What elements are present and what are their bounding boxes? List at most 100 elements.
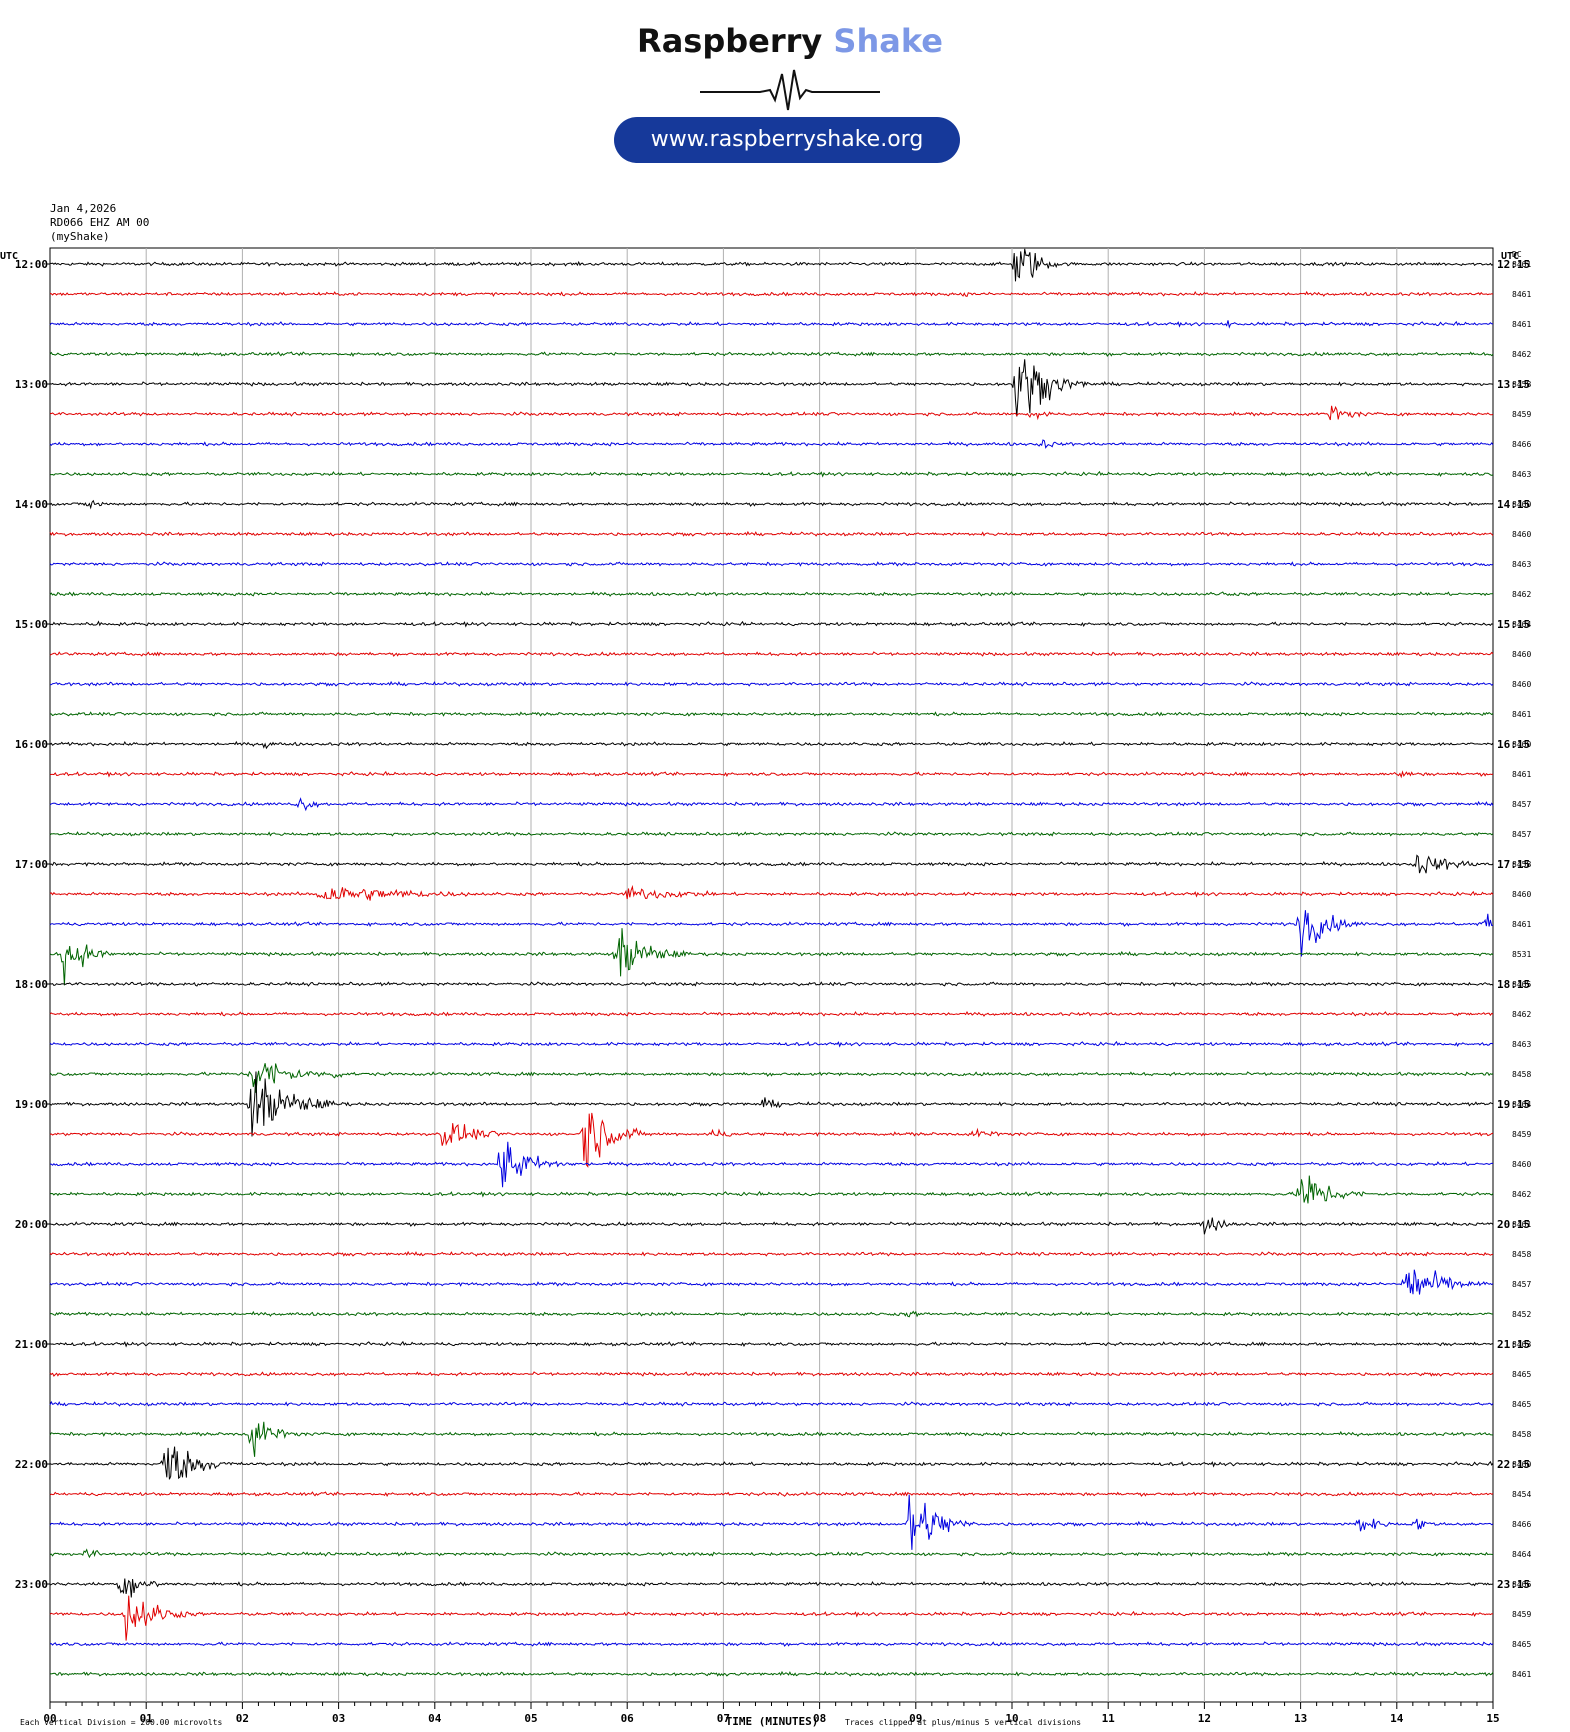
trace-row-27 — [49, 1063, 1494, 1093]
hour-label-left-16:00: 16:00 — [15, 738, 48, 751]
dc-value-row-34: 8457 — [1512, 1280, 1531, 1289]
x-tick-label-14: 14 — [1390, 1712, 1404, 1725]
utc-label-left: UTC — [0, 251, 18, 262]
hour-label-left-13:00: 13:00 — [15, 378, 48, 391]
trace-row-31 — [49, 1175, 1494, 1204]
x-tick-label-02: 02 — [236, 1712, 249, 1725]
dc-value-row-24: 8465 — [1512, 980, 1531, 989]
plot-frame — [49, 247, 1494, 1703]
header-source: (myShake) — [50, 230, 110, 243]
trace-row-33 — [49, 1250, 1494, 1257]
dc-value-row-30: 8460 — [1512, 1160, 1531, 1169]
hour-label-left-21:00: 21:00 — [15, 1338, 48, 1351]
x-tick-label-09: 09 — [909, 1712, 922, 1725]
x-tick-label-03: 03 — [332, 1712, 345, 1725]
trace-row-46 — [49, 1641, 1494, 1647]
x-tick-label-08: 08 — [813, 1712, 826, 1725]
raspberry-shake-logo: Raspberry Shake www.raspberryshake.org — [600, 22, 980, 167]
hour-label-left-17:00: 17:00 — [15, 858, 48, 871]
hour-label-left-18:00: 18:00 — [15, 978, 48, 991]
x-tick-label-07: 07 — [717, 1712, 730, 1725]
hour-label-right-23:15: 23:15 — [1497, 1578, 1530, 1591]
dc-value-row-8: 8460 — [1512, 500, 1531, 509]
hour-label-right-14:15: 14:15 — [1497, 498, 1530, 511]
dc-value-row-23: 8531 — [1512, 950, 1531, 959]
website-link[interactable]: www.raspberryshake.org — [614, 117, 960, 163]
trace-row-28 — [49, 1071, 1494, 1137]
trace-row-26 — [49, 1040, 1494, 1048]
hour-label-left-22:00: 22:00 — [15, 1458, 48, 1471]
trace-row-15 — [49, 711, 1494, 717]
hour-label-right-22:15: 22:15 — [1497, 1458, 1530, 1471]
hour-label-left-12:00: 12:00 — [15, 258, 48, 271]
trace-row-5 — [49, 405, 1494, 421]
x-tick-label-01: 01 — [140, 1712, 154, 1725]
dc-value-row-33: 8458 — [1512, 1250, 1531, 1259]
dc-value-row-31: 8462 — [1512, 1190, 1531, 1199]
trace-row-45 — [49, 1595, 1494, 1641]
dc-value-row-18: 8457 — [1512, 800, 1531, 809]
x-tick-label-13: 13 — [1294, 1712, 1307, 1725]
trace-row-2 — [49, 320, 1494, 329]
logo-title-accent: Shake — [833, 22, 943, 60]
dc-value-row-29: 8459 — [1512, 1130, 1531, 1139]
header-date: Jan 4,2026 — [50, 202, 117, 215]
dc-value-row-21: 8460 — [1512, 890, 1531, 899]
dc-value-row-43: 8464 — [1512, 1550, 1531, 1559]
trace-row-41 — [49, 1491, 1494, 1497]
dc-value-row-39: 8458 — [1512, 1430, 1531, 1439]
logo-title: Raspberry Shake — [600, 22, 980, 60]
dc-value-row-25: 8462 — [1512, 1010, 1531, 1019]
seismic-wave-icon — [700, 69, 880, 111]
trace-row-18 — [49, 797, 1494, 812]
dc-value-row-0: 8461 — [1512, 260, 1531, 269]
x-tick-label-15: 15 — [1486, 1712, 1499, 1725]
dc-value-row-1: 8461 — [1512, 290, 1531, 299]
trace-row-25 — [49, 1010, 1494, 1017]
dc-value-row-11: 8462 — [1512, 590, 1531, 599]
trace-row-38 — [49, 1400, 1494, 1407]
x-tick-label-04: 04 — [428, 1712, 442, 1725]
dc-value-row-46: 8465 — [1512, 1640, 1531, 1649]
hour-label-right-19:15: 19:15 — [1497, 1098, 1530, 1111]
dc-value-row-15: 8461 — [1512, 710, 1531, 719]
trace-row-20 — [49, 854, 1494, 874]
x-tick-label-05: 05 — [524, 1712, 537, 1725]
dc-value-row-26: 8463 — [1512, 1040, 1531, 1049]
trace-row-12 — [49, 620, 1494, 628]
dc-value-row-12: 8464 — [1512, 620, 1531, 629]
trace-row-9 — [49, 530, 1494, 537]
hour-label-right-21:15: 21:15 — [1497, 1338, 1530, 1351]
trace-row-44 — [49, 1578, 1494, 1598]
footer-vertical-division: Each Vertical Division = 200.00 microvol… — [20, 1718, 222, 1727]
trace-row-24 — [49, 981, 1494, 987]
dc-value-row-3: 8462 — [1512, 350, 1531, 359]
dc-value-row-14: 8460 — [1512, 680, 1531, 689]
trace-row-39 — [49, 1421, 1494, 1457]
dc-value-row-16: 8460 — [1512, 740, 1531, 749]
trace-row-35 — [49, 1310, 1493, 1318]
dc-value-row-7: 8463 — [1512, 470, 1531, 479]
trace-row-40 — [49, 1446, 1494, 1480]
logo-title-main: Raspberry — [637, 22, 823, 60]
trace-row-34 — [49, 1269, 1494, 1295]
hour-label-right-12:15: 12:15 — [1497, 258, 1530, 271]
dc-value-row-32: 8461 — [1512, 1220, 1531, 1229]
trace-row-30 — [50, 1141, 1494, 1188]
dc-value-row-28: 8464 — [1512, 1100, 1531, 1109]
utc-label-right: UTC — [1501, 251, 1519, 262]
trace-row-16 — [49, 740, 1494, 750]
header-station: RD066 EHZ AM 00 — [50, 216, 150, 229]
trace-row-8 — [49, 499, 1494, 510]
dc-value-row-41: 8454 — [1512, 1490, 1531, 1499]
dc-value-row-5: 8459 — [1512, 410, 1531, 419]
trace-row-4 — [49, 359, 1494, 417]
dc-value-row-2: 8461 — [1512, 320, 1531, 329]
dc-value-row-47: 8461 — [1512, 1670, 1531, 1679]
trace-row-21 — [49, 884, 1494, 901]
hour-label-right-16:15: 16:15 — [1497, 738, 1530, 751]
x-tick-label-06: 06 — [621, 1712, 635, 1725]
trace-row-37 — [49, 1371, 1494, 1377]
trace-row-1 — [49, 290, 1494, 298]
